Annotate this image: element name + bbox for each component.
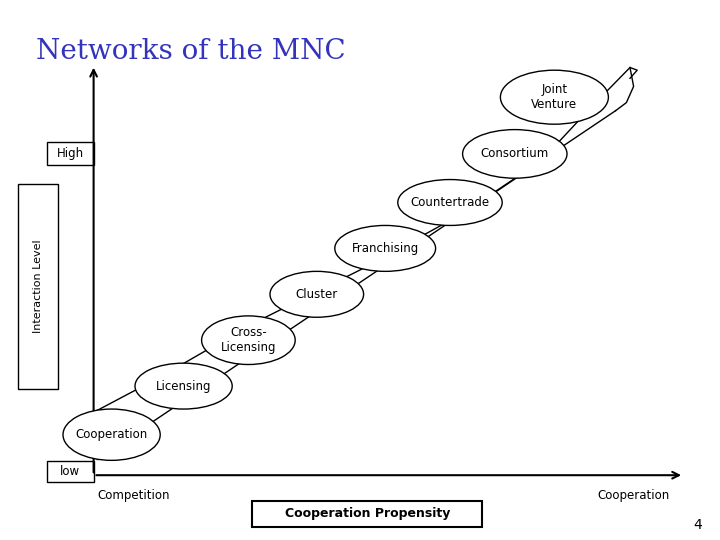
Ellipse shape: [335, 226, 436, 271]
Ellipse shape: [397, 179, 503, 226]
Bar: [18, 184, 58, 389]
Text: Consortium: Consortium: [481, 147, 549, 160]
Bar: [47, 461, 94, 482]
Ellipse shape: [462, 130, 567, 178]
Bar: [252, 501, 482, 526]
Text: Joint
Venture: Joint Venture: [531, 83, 577, 111]
Ellipse shape: [63, 409, 160, 460]
Text: Cooperation: Cooperation: [76, 428, 148, 441]
Text: Cooperation Propensity: Cooperation Propensity: [284, 507, 450, 520]
Text: Licensing: Licensing: [156, 380, 212, 393]
Text: Countertrade: Countertrade: [410, 196, 490, 209]
Ellipse shape: [270, 271, 364, 317]
Ellipse shape: [135, 363, 232, 409]
Text: 4: 4: [693, 518, 702, 532]
Text: High: High: [57, 147, 84, 160]
Text: Cross-
Licensing: Cross- Licensing: [220, 326, 276, 354]
Text: Franchising: Franchising: [351, 242, 419, 255]
Text: Competition: Competition: [97, 489, 169, 502]
Text: Networks of the MNC: Networks of the MNC: [36, 38, 346, 65]
Text: Interaction Level: Interaction Level: [33, 239, 42, 333]
Text: Cluster: Cluster: [296, 288, 338, 301]
Text: low: low: [60, 465, 80, 478]
Ellipse shape: [500, 70, 608, 124]
Bar: [47, 142, 94, 165]
Text: Cooperation: Cooperation: [598, 489, 670, 502]
Ellipse shape: [202, 316, 295, 364]
